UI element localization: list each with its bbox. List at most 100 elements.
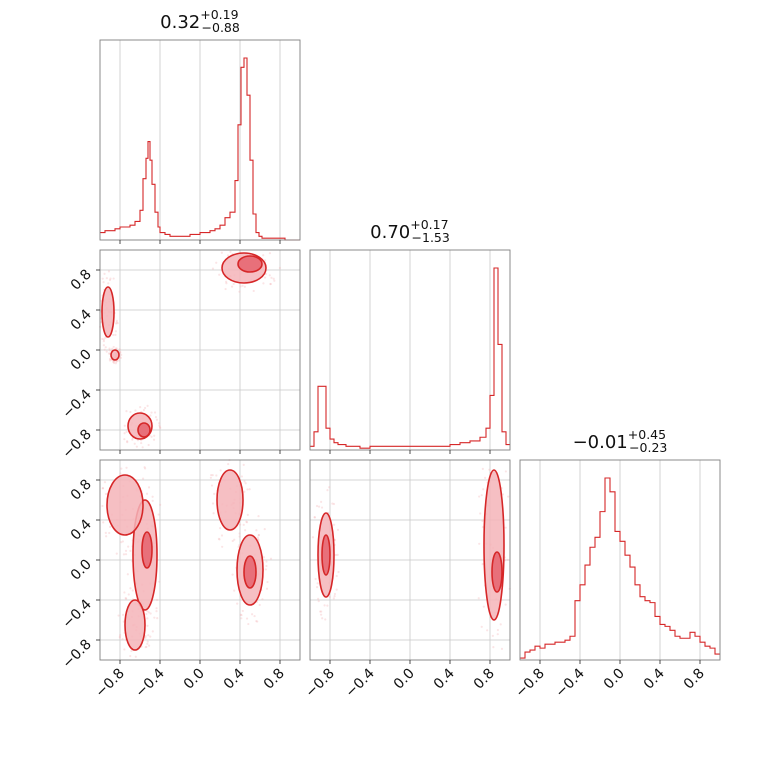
- scatter-point: [146, 610, 149, 613]
- scatter-point: [153, 616, 156, 619]
- scatter-point: [242, 463, 245, 466]
- scatter-point: [218, 273, 221, 276]
- scatter-point: [232, 282, 235, 286]
- scatter-point: [270, 276, 273, 279]
- scatter-point: [105, 277, 108, 280]
- scatter-point: [245, 521, 249, 524]
- scatter-point: [115, 347, 118, 350]
- scatter-point: [256, 536, 259, 539]
- x-tick-label: −0.8: [92, 666, 127, 701]
- scatter-point: [104, 492, 108, 496]
- contour-core: [243, 555, 257, 589]
- y-tick-label: 0.0: [68, 347, 95, 374]
- scatter-point: [126, 440, 129, 444]
- scatter-point: [147, 634, 150, 637]
- scatter-point: [486, 629, 489, 632]
- scatter-point: [211, 474, 214, 477]
- scatter-point: [119, 356, 123, 359]
- scatter-point: [146, 640, 149, 643]
- scatter-point: [121, 638, 124, 641]
- scatter-point: [316, 582, 319, 585]
- scatter-point: [111, 347, 114, 350]
- contour-core: [137, 422, 151, 438]
- scatter-point: [112, 360, 115, 363]
- scatter-point: [246, 513, 249, 516]
- scatter-point: [247, 622, 250, 626]
- contour-core: [141, 531, 153, 569]
- scatter-point: [126, 440, 129, 443]
- scatter-point: [151, 495, 154, 498]
- scatter-point: [129, 654, 132, 658]
- scatter-point: [256, 620, 259, 623]
- scatter-point: [257, 533, 261, 537]
- scatter-point: [225, 280, 228, 283]
- scatter-point: [152, 438, 156, 441]
- scatter-point: [114, 362, 117, 365]
- contour-core: [491, 551, 503, 593]
- scatter-point: [120, 353, 123, 357]
- scatter-point: [319, 610, 322, 613]
- scatter-point: [149, 612, 152, 615]
- scatter-point: [149, 635, 152, 638]
- scatter-point: [217, 537, 220, 540]
- scatter-point: [233, 538, 236, 541]
- scatter-point: [125, 430, 128, 434]
- scatter-point: [243, 480, 246, 483]
- scatter-point: [144, 646, 147, 649]
- scatter-point: [210, 474, 213, 477]
- scatter-point: [101, 277, 104, 280]
- histogram-param-1: [310, 267, 510, 449]
- scatter-point: [333, 523, 336, 526]
- y-tick-label: −0.4: [59, 596, 94, 631]
- scatter-point: [117, 359, 121, 362]
- title-param-0: 0.32+0.19 −0.88: [160, 7, 240, 35]
- scatter-point: [481, 519, 484, 522]
- scatter-point: [112, 361, 116, 365]
- scatter-point: [103, 481, 107, 484]
- scatter-point: [108, 347, 111, 350]
- scatter-point: [125, 597, 128, 600]
- scatter-point: [120, 541, 123, 544]
- scatter-point: [262, 282, 265, 285]
- scatter-point: [124, 553, 128, 556]
- scatter-point: [147, 611, 150, 614]
- scatter-point: [101, 487, 105, 490]
- scatter-point: [104, 346, 107, 349]
- scatter-point: [151, 630, 154, 633]
- scatter-point: [320, 500, 323, 503]
- scatter-point: [269, 282, 272, 286]
- scatter-point: [145, 645, 148, 648]
- scatter-point: [155, 418, 159, 421]
- scatter-point: [496, 628, 499, 632]
- scatter-point: [158, 425, 162, 429]
- scatter-point: [320, 506, 324, 509]
- scatter-point: [146, 642, 149, 645]
- scatter-point: [219, 469, 222, 472]
- scatter-point: [240, 475, 243, 478]
- scatter-point: [146, 617, 149, 620]
- scatter-point: [146, 624, 149, 627]
- scatter-point: [117, 614, 120, 617]
- scatter-point: [263, 276, 267, 279]
- scatter-point: [273, 279, 276, 282]
- scatter-point: [144, 636, 147, 639]
- scatter-point: [210, 484, 214, 487]
- scatter-point: [263, 528, 266, 531]
- x-tick-label: −0.8: [512, 666, 547, 701]
- scatter-point: [124, 596, 127, 600]
- scatter-point: [335, 574, 338, 578]
- scatter-point: [130, 649, 133, 653]
- scatter-point: [114, 347, 117, 350]
- scatter-point: [153, 434, 156, 437]
- scatter-point: [506, 558, 509, 561]
- scatter-point: [314, 577, 317, 581]
- scatter-point: [240, 617, 243, 620]
- scatter-point: [158, 422, 161, 425]
- scatter-point: [149, 414, 152, 417]
- scatter-point: [333, 538, 337, 542]
- scatter-point: [118, 635, 122, 638]
- scatter-point: [482, 605, 485, 608]
- scatter-point: [102, 521, 105, 524]
- scatter-point: [108, 349, 111, 352]
- scatter-point: [481, 467, 484, 471]
